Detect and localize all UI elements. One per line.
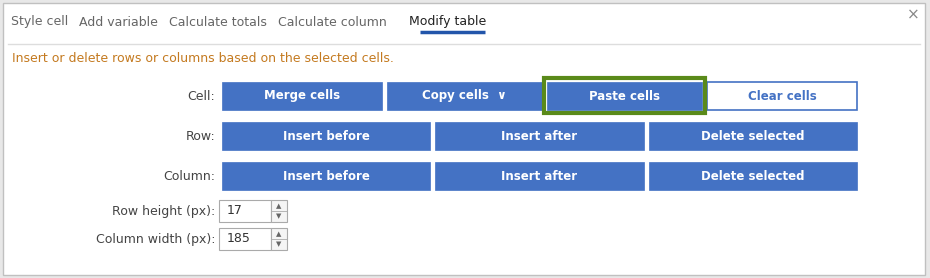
FancyBboxPatch shape bbox=[3, 3, 925, 275]
FancyBboxPatch shape bbox=[222, 122, 431, 150]
Text: Column:: Column: bbox=[163, 170, 215, 182]
FancyBboxPatch shape bbox=[547, 82, 702, 110]
Text: Delete selected: Delete selected bbox=[701, 170, 804, 182]
Text: Style cell: Style cell bbox=[11, 16, 69, 29]
Text: Row height (px):: Row height (px): bbox=[112, 205, 215, 217]
FancyBboxPatch shape bbox=[435, 122, 644, 150]
Text: Modify table: Modify table bbox=[409, 16, 486, 29]
Text: Cell:: Cell: bbox=[187, 90, 215, 103]
Text: Row:: Row: bbox=[185, 130, 215, 143]
FancyBboxPatch shape bbox=[435, 162, 644, 190]
FancyBboxPatch shape bbox=[271, 200, 287, 222]
Text: Add variable: Add variable bbox=[78, 16, 157, 29]
Text: Insert after: Insert after bbox=[501, 130, 578, 143]
Text: Insert before: Insert before bbox=[283, 130, 369, 143]
Text: Clear cells: Clear cells bbox=[748, 90, 817, 103]
Text: Merge cells: Merge cells bbox=[264, 90, 340, 103]
Text: Paste cells: Paste cells bbox=[589, 90, 660, 103]
Text: Column width (px):: Column width (px): bbox=[96, 232, 215, 245]
Text: 185: 185 bbox=[227, 232, 251, 245]
Text: Calculate column: Calculate column bbox=[278, 16, 386, 29]
FancyBboxPatch shape bbox=[648, 122, 857, 150]
FancyBboxPatch shape bbox=[222, 82, 382, 110]
Text: Insert or delete rows or columns based on the selected cells.: Insert or delete rows or columns based o… bbox=[12, 51, 394, 64]
Text: ▲: ▲ bbox=[276, 231, 282, 237]
FancyBboxPatch shape bbox=[219, 228, 271, 250]
Text: Delete selected: Delete selected bbox=[701, 130, 804, 143]
FancyBboxPatch shape bbox=[707, 82, 857, 110]
FancyBboxPatch shape bbox=[219, 200, 271, 222]
Text: ▼: ▼ bbox=[276, 241, 282, 247]
FancyBboxPatch shape bbox=[222, 162, 431, 190]
FancyBboxPatch shape bbox=[271, 228, 287, 250]
Text: Insert before: Insert before bbox=[283, 170, 369, 182]
Text: ▼: ▼ bbox=[276, 213, 282, 219]
Text: ×: × bbox=[907, 8, 920, 23]
FancyBboxPatch shape bbox=[387, 82, 542, 110]
Text: Copy cells  ∨: Copy cells ∨ bbox=[422, 90, 507, 103]
Text: 17: 17 bbox=[227, 205, 243, 217]
Text: Calculate totals: Calculate totals bbox=[169, 16, 267, 29]
FancyBboxPatch shape bbox=[648, 162, 857, 190]
Text: ▲: ▲ bbox=[276, 203, 282, 209]
Text: Insert after: Insert after bbox=[501, 170, 578, 182]
